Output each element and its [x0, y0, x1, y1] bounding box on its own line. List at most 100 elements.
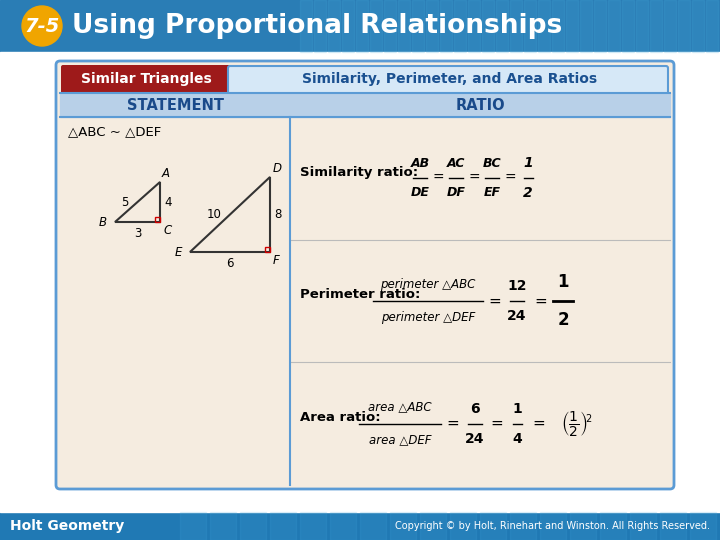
- Text: =: =: [468, 171, 480, 185]
- Bar: [426, 0, 438, 52]
- Bar: [290, 93, 670, 117]
- Text: E: E: [175, 246, 182, 259]
- Text: DF: DF: [446, 186, 465, 199]
- Text: =: =: [446, 416, 459, 431]
- Text: EF: EF: [484, 186, 500, 199]
- Text: A: A: [162, 167, 170, 180]
- Text: Copyright © by Holt, Rinehart and Winston. All Rights Reserved.: Copyright © by Holt, Rinehart and Winsto…: [395, 521, 710, 531]
- FancyBboxPatch shape: [228, 66, 668, 94]
- Text: F: F: [273, 254, 280, 267]
- Text: 4: 4: [512, 431, 522, 446]
- Bar: [706, 0, 718, 52]
- Text: =: =: [504, 171, 516, 185]
- Text: =: =: [432, 171, 444, 185]
- Bar: [300, 512, 326, 540]
- Bar: [240, 512, 266, 540]
- Bar: [690, 512, 716, 540]
- Text: DE: DE: [410, 186, 429, 199]
- Bar: [60, 93, 290, 117]
- Text: 12: 12: [508, 279, 527, 293]
- Text: BC: BC: [482, 157, 501, 170]
- Bar: [155, 217, 160, 222]
- Text: area △DEF: area △DEF: [369, 434, 431, 447]
- Bar: [552, 0, 564, 52]
- Text: Using Proportional Relationships: Using Proportional Relationships: [72, 13, 562, 39]
- Bar: [180, 512, 206, 540]
- Bar: [540, 512, 566, 540]
- Text: D: D: [273, 162, 282, 175]
- Text: 24: 24: [508, 309, 527, 323]
- Bar: [608, 0, 620, 52]
- Bar: [440, 0, 452, 52]
- Text: 8: 8: [274, 208, 282, 221]
- Text: 1: 1: [557, 273, 569, 291]
- Bar: [510, 0, 522, 52]
- Text: Holt Geometry: Holt Geometry: [10, 519, 125, 533]
- Bar: [600, 512, 626, 540]
- Bar: [496, 0, 508, 52]
- Text: B: B: [99, 215, 107, 228]
- Text: 2: 2: [557, 311, 569, 329]
- Bar: [270, 512, 296, 540]
- Bar: [0, 0, 720, 52]
- Text: 2: 2: [523, 186, 533, 200]
- Text: =: =: [533, 416, 545, 431]
- Bar: [398, 0, 410, 52]
- Text: Similarity ratio:: Similarity ratio:: [300, 166, 418, 179]
- Bar: [630, 512, 656, 540]
- Text: Perimeter ratio:: Perimeter ratio:: [300, 288, 420, 301]
- Bar: [678, 0, 690, 52]
- Text: =: =: [489, 294, 501, 308]
- Text: 10: 10: [207, 208, 222, 221]
- Text: 1: 1: [512, 402, 522, 416]
- Bar: [450, 512, 476, 540]
- Text: STATEMENT: STATEMENT: [127, 98, 223, 112]
- Text: Area ratio:: Area ratio:: [300, 411, 381, 424]
- Bar: [412, 0, 424, 52]
- Bar: [314, 0, 326, 52]
- Text: perimeter △DEF: perimeter △DEF: [381, 311, 475, 324]
- Text: =: =: [490, 416, 503, 431]
- Bar: [300, 0, 312, 52]
- Text: =: =: [535, 294, 547, 308]
- Bar: [468, 0, 480, 52]
- Text: 6: 6: [226, 257, 234, 270]
- Bar: [570, 512, 596, 540]
- Text: Similarity, Perimeter, and Area Ratios: Similarity, Perimeter, and Area Ratios: [302, 72, 598, 86]
- Bar: [660, 512, 686, 540]
- Bar: [650, 0, 662, 52]
- Circle shape: [22, 6, 62, 46]
- Text: C: C: [163, 224, 171, 237]
- Bar: [692, 0, 704, 52]
- Text: 24: 24: [465, 431, 485, 446]
- Bar: [0, 512, 720, 540]
- FancyBboxPatch shape: [56, 61, 674, 489]
- Bar: [480, 512, 506, 540]
- Text: RATIO: RATIO: [455, 98, 505, 112]
- Bar: [0, 52, 720, 512]
- Bar: [265, 247, 270, 252]
- Bar: [370, 0, 382, 52]
- Bar: [420, 512, 446, 540]
- Bar: [328, 0, 340, 52]
- Text: 4: 4: [164, 195, 171, 208]
- Bar: [390, 512, 416, 540]
- Text: 3: 3: [134, 227, 141, 240]
- Bar: [594, 0, 606, 52]
- Bar: [580, 0, 592, 52]
- Text: 1: 1: [523, 157, 533, 170]
- Bar: [360, 512, 386, 540]
- Text: △ABC ~ △DEF: △ABC ~ △DEF: [68, 125, 161, 138]
- Bar: [524, 0, 536, 52]
- Text: AC: AC: [447, 157, 465, 170]
- Text: $\left(\dfrac{1}{2}\right)^{\!2}$: $\left(\dfrac{1}{2}\right)^{\!2}$: [561, 409, 593, 438]
- Text: 6: 6: [470, 402, 480, 416]
- Bar: [384, 0, 396, 52]
- FancyBboxPatch shape: [61, 65, 232, 95]
- Text: 7-5: 7-5: [24, 17, 60, 36]
- Bar: [454, 0, 466, 52]
- Bar: [622, 0, 634, 52]
- Bar: [566, 0, 578, 52]
- Text: perimeter △ABC: perimeter △ABC: [380, 278, 476, 291]
- Bar: [356, 0, 368, 52]
